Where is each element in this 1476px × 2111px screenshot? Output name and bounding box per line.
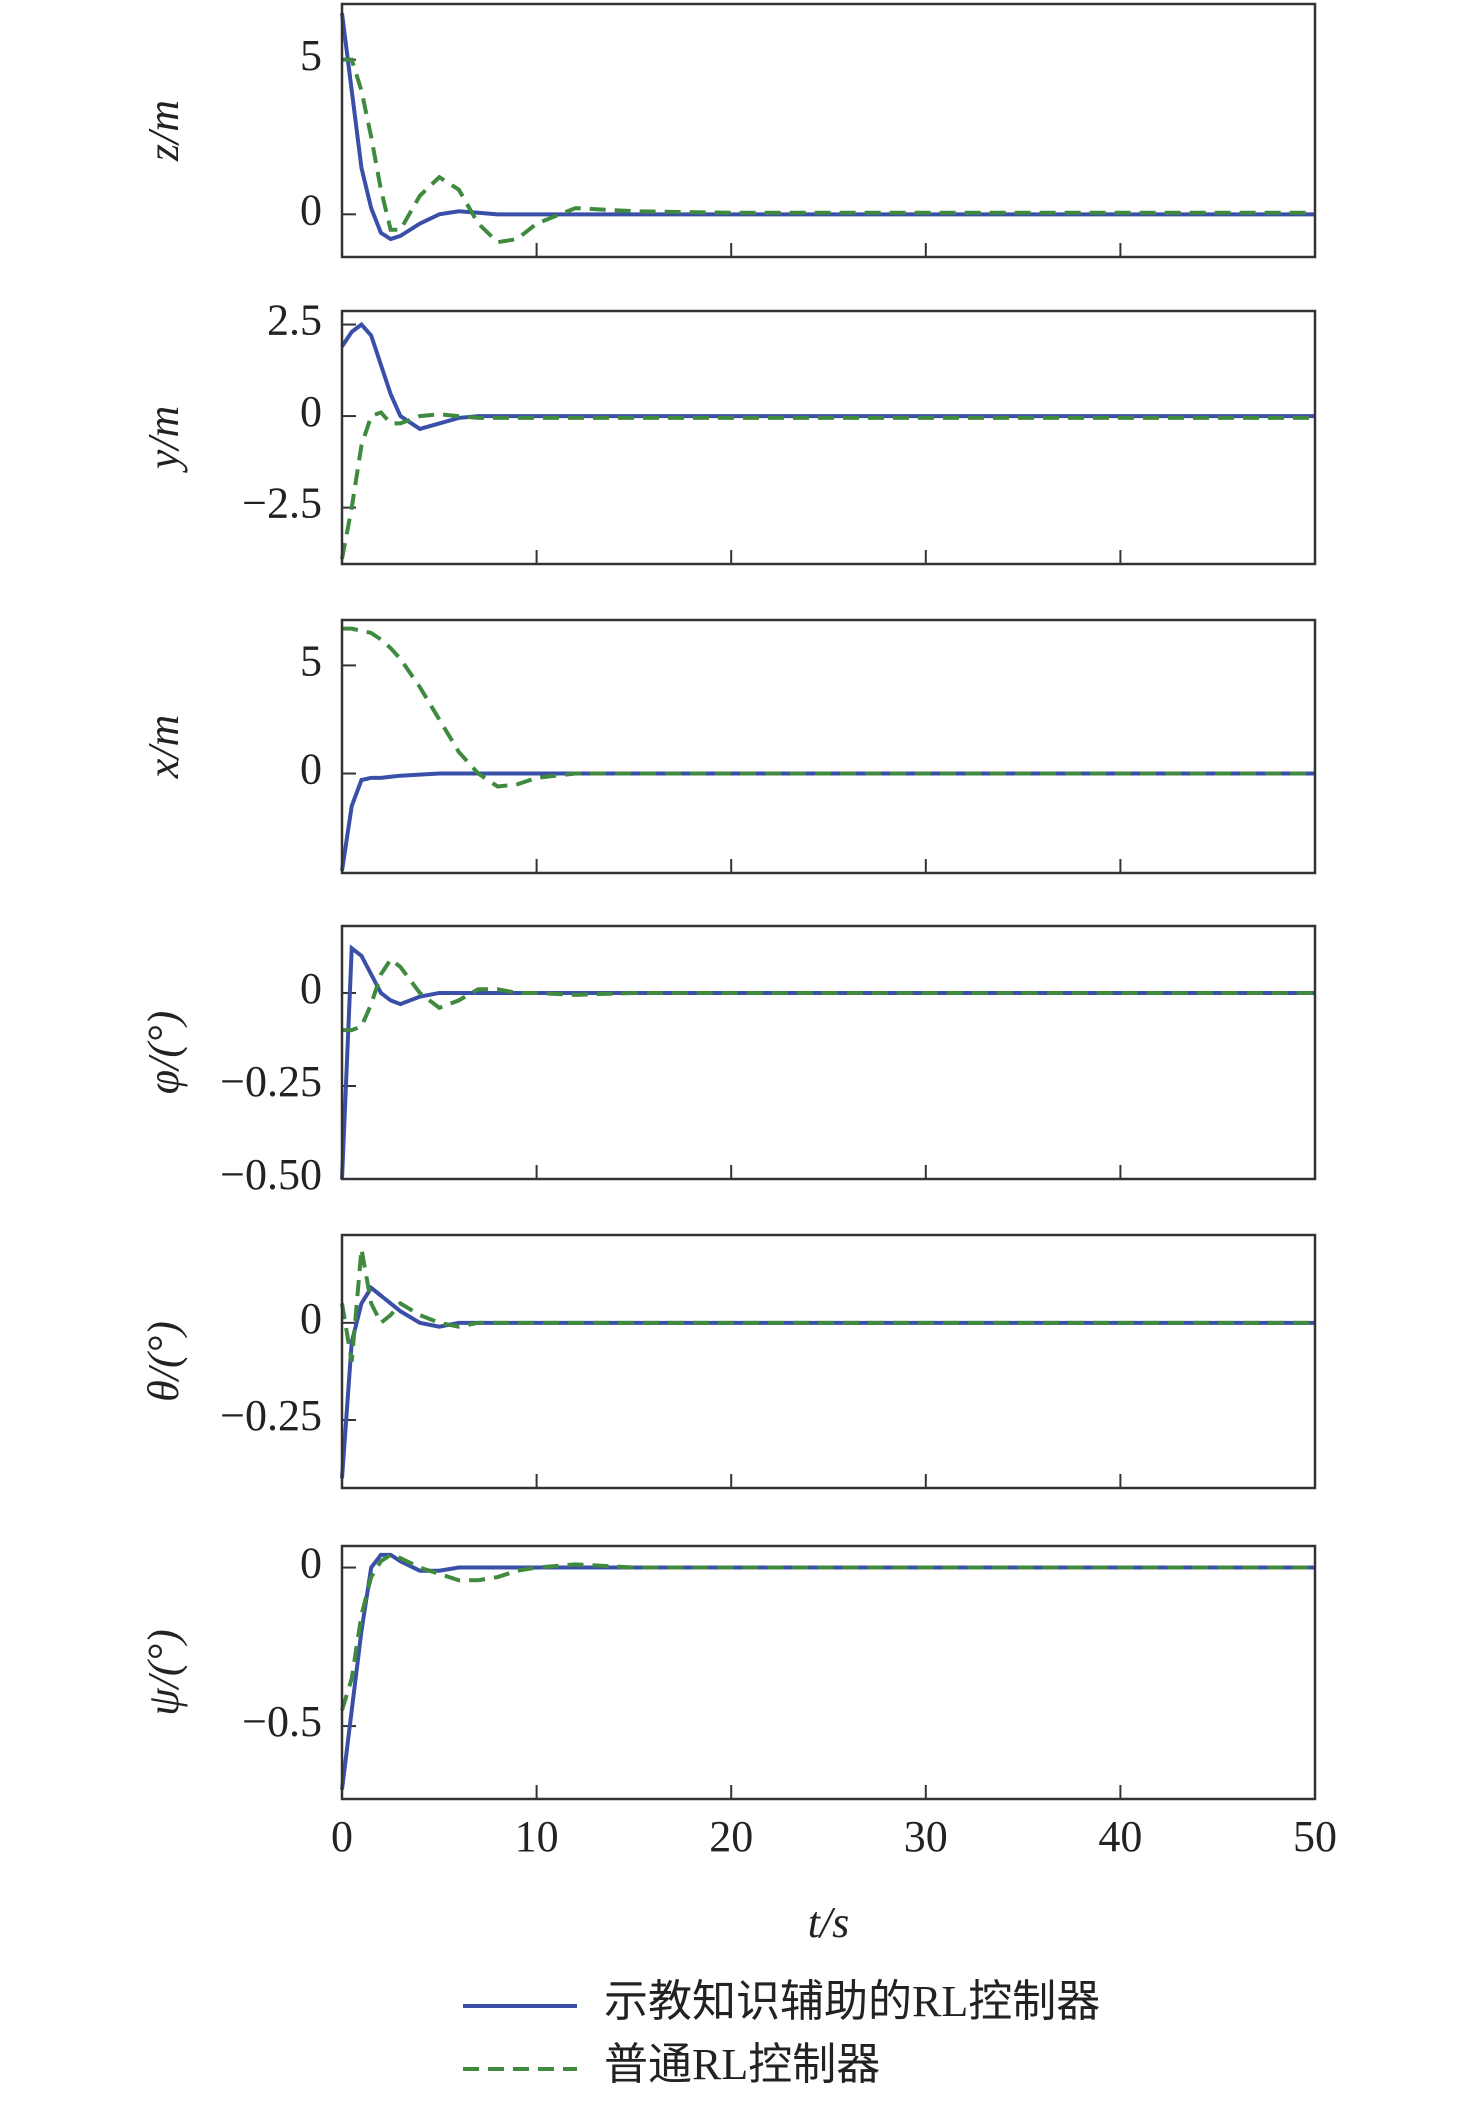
data-line	[340, 410, 1315, 560]
y-tick-label: −0.5	[242, 1697, 322, 1746]
x-tick-label: 40	[1098, 1812, 1142, 1861]
x-axis-label: t/s	[808, 1898, 850, 1947]
data-line	[340, 944, 1315, 1180]
y-axis-label: z/m	[139, 100, 188, 162]
y-axis-label: θ/(°)	[139, 1321, 188, 1402]
y-tick-label: −0.25	[220, 1391, 322, 1440]
x-tick-label: 20	[709, 1812, 753, 1861]
y-tick-label: 0	[300, 185, 322, 234]
y-tick-label: 0	[300, 745, 322, 794]
y-tick-label: 0	[300, 387, 322, 436]
data-line	[340, 1552, 1315, 1790]
plot-frame	[340, 924, 1317, 1181]
data-line	[342, 626, 1315, 789]
y-tick-label: 0	[300, 1539, 322, 1588]
y-axis-label: x/m	[139, 715, 188, 780]
y-tick-label: −0.50	[220, 1150, 322, 1199]
y-tick-label: 0	[300, 1294, 322, 1343]
y-tick-label: 0	[300, 964, 322, 1013]
x-tick-label: 0	[331, 1812, 353, 1861]
y-tick-label: −0.25	[220, 1057, 322, 1106]
y-axis-label: ψ/(°)	[139, 1629, 188, 1715]
plot-frame	[340, 1544, 1317, 1801]
plot-frame	[340, 618, 1317, 875]
y-axis-label: y/m	[139, 406, 188, 474]
data-line	[340, 1248, 1315, 1363]
plot-frame	[340, 309, 1317, 566]
y-tick-label: 5	[300, 31, 322, 80]
plot-frame	[340, 1233, 1317, 1490]
plot-frame	[340, 2, 1317, 259]
x-tick-label: 30	[904, 1812, 948, 1861]
data-line	[342, 57, 1315, 245]
y-tick-label: 2.5	[267, 296, 322, 345]
legend-label: 普通RL控制器	[604, 2040, 880, 2089]
y-tick-label: −2.5	[242, 479, 322, 528]
y-axis-label: φ/(°)	[139, 1011, 188, 1094]
x-tick-label: 10	[515, 1812, 559, 1861]
data-line	[340, 1552, 1315, 1711]
x-tick-label: 50	[1293, 1812, 1337, 1861]
legend-label: 示教知识辅助的RL控制器	[604, 1977, 1100, 2026]
data-line	[340, 771, 1315, 872]
y-tick-label: 5	[300, 637, 322, 686]
data-line	[340, 321, 1315, 432]
data-line	[340, 1284, 1315, 1479]
data-line	[340, 13, 1315, 242]
